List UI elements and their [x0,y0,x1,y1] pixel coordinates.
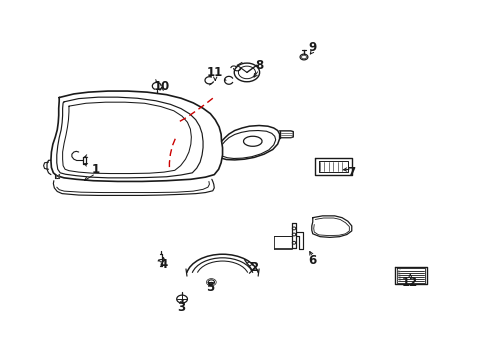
Text: 10: 10 [153,80,169,93]
Text: 4: 4 [160,258,168,271]
Text: 11: 11 [207,66,223,79]
Text: 7: 7 [347,166,355,179]
Text: 1: 1 [92,163,100,176]
Text: 12: 12 [401,276,418,289]
Text: 9: 9 [308,41,316,54]
Text: 8: 8 [254,59,263,72]
Text: 2: 2 [250,261,258,274]
Text: 6: 6 [308,254,316,267]
Text: 3: 3 [177,301,185,314]
Text: 5: 5 [206,281,214,294]
